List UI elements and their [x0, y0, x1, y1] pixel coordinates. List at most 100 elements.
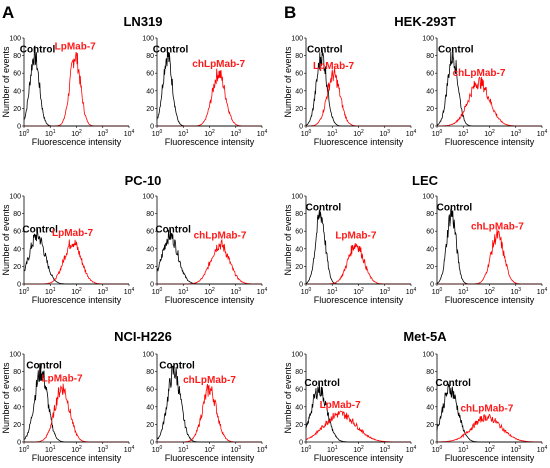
x-tick-label: 102 — [353, 445, 364, 454]
x-tick-label: 103 — [97, 287, 108, 296]
x-tick-label: 101 — [178, 129, 189, 138]
series-label-lpmab-7: LpMab-7 — [55, 42, 97, 53]
series-label-chlpmab-7: chLpMab-7 — [471, 222, 524, 233]
y-tick-label: 40 — [13, 246, 21, 253]
x-axis-title: Fluorescence intensity — [32, 453, 122, 463]
series-label-control: Control — [304, 378, 340, 389]
y-tick-label: 80 — [426, 211, 434, 218]
histogram-6: 0 20 40 60 80 100 100 101 102 103 104Fluorescence … — [283, 36, 417, 148]
series-label-control: Control — [20, 45, 56, 56]
y-tick-label: 60 — [146, 71, 154, 78]
x-tick-label: 103 — [97, 129, 108, 138]
y-tick-label: 100 — [142, 36, 154, 43]
x-tick-label: 100 — [152, 129, 163, 138]
y-tick-label: 100 — [9, 36, 21, 43]
histogram-7: 0 20 40 60 80 100 100 101 102 103 104Fluorescence … — [422, 36, 547, 148]
y-tick-label: 20 — [295, 264, 303, 271]
series-label-lpmab-7: LpMab-7 — [42, 373, 84, 384]
x-tick-label: 100 — [432, 287, 443, 296]
histogram-8: 0 20 40 60 80 100 100 101 102 103 104Fluorescence … — [283, 194, 417, 306]
x-axis-title: Fluorescence intensity — [32, 137, 122, 147]
x-axis-title: Fluorescence intensity — [314, 453, 404, 463]
y-tick-label: 20 — [426, 264, 434, 271]
y-tick-label: 100 — [422, 36, 434, 43]
x-tick-label: 101 — [458, 129, 469, 138]
series-line-control — [305, 209, 411, 285]
y-tick-label: 40 — [426, 88, 434, 95]
y-tick-label: 80 — [295, 53, 303, 60]
row-title-pc-10: PC-10 — [125, 173, 162, 188]
y-tick-label: 100 — [422, 352, 434, 359]
series-label-chlpmab-7: chLpMab-7 — [192, 59, 245, 70]
series-label-chlpmab-7: chLpMab-7 — [183, 375, 236, 386]
y-tick-label: 100 — [291, 352, 303, 359]
x-tick-label: 100 — [19, 287, 30, 296]
row-title-hek-293t: HEK-293T — [394, 14, 455, 29]
x-tick-label: 101 — [45, 287, 56, 296]
y-tick-label: 60 — [426, 229, 434, 236]
x-tick-label: 104 — [406, 287, 417, 296]
histogram-3: 0 20 40 60 80 100 100 101 102 103 104Fluorescence … — [142, 194, 267, 306]
histogram-0: 0 20 40 60 80 100 100 101 102 103 104Fluorescence … — [1, 36, 135, 148]
y-tick-label: 80 — [146, 369, 154, 376]
y-tick-label: 40 — [146, 246, 154, 253]
y-tick-label: 40 — [146, 88, 154, 95]
x-tick-label: 103 — [510, 129, 521, 138]
x-tick-label: 103 — [379, 287, 390, 296]
x-axis-title: Fluorescence intensity — [165, 453, 255, 463]
y-tick-label: 80 — [295, 369, 303, 376]
x-tick-label: 103 — [379, 445, 390, 454]
series-label-control: Control — [22, 225, 58, 236]
x-tick-label: 100 — [432, 445, 443, 454]
x-tick-label: 101 — [327, 129, 338, 138]
histogram-1: 0 20 40 60 80 100 100 101 102 103 104Fluorescence … — [142, 36, 267, 148]
x-tick-label: 102 — [204, 287, 215, 296]
series-line-chlpmab-7 — [157, 383, 262, 443]
series-line-chlpmab-7 — [437, 413, 542, 443]
y-tick-label: 20 — [146, 422, 154, 429]
y-tick-label: 20 — [426, 422, 434, 429]
y-tick-label: 0 — [150, 440, 154, 447]
series-label-lpmab-7: LpMab-7 — [320, 400, 362, 411]
x-tick-label: 103 — [230, 445, 241, 454]
y-tick-label: 60 — [426, 387, 434, 394]
x-tick-label: 104 — [124, 129, 135, 138]
x-tick-label: 102 — [484, 129, 495, 138]
y-tick-label: 80 — [13, 211, 21, 218]
y-tick-label: 20 — [295, 106, 303, 113]
y-tick-label: 0 — [150, 282, 154, 289]
y-axis-title: Number of events — [283, 46, 293, 118]
y-axis-title: Number of events — [1, 362, 11, 434]
y-tick-label: 60 — [146, 387, 154, 394]
x-tick-label: 102 — [484, 287, 495, 296]
y-tick-label: 60 — [13, 71, 21, 78]
row-title-nci-h226: NCI-H226 — [114, 329, 172, 344]
x-tick-label: 100 — [301, 129, 312, 138]
series-label-control: Control — [153, 45, 189, 56]
series-line-chlpmab-7 — [157, 238, 262, 285]
y-tick-label: 0 — [430, 124, 434, 131]
x-tick-label: 104 — [257, 287, 268, 296]
x-tick-label: 104 — [537, 445, 548, 454]
y-tick-label: 80 — [295, 211, 303, 218]
histogram-2: 0 20 40 60 80 100 100 101 102 103 104Fluorescence … — [1, 194, 135, 306]
x-tick-label: 102 — [71, 445, 82, 454]
series-label-chlpmab-7: chLpMab-7 — [453, 68, 506, 79]
x-tick-label: 104 — [537, 287, 548, 296]
y-tick-label: 40 — [295, 88, 303, 95]
panel-letter-b: B — [284, 3, 296, 22]
y-tick-label: 60 — [295, 229, 303, 236]
x-axis-title: Fluorescence intensity — [32, 295, 122, 305]
series-label-chlpmab-7: chLpMab-7 — [460, 403, 513, 414]
series-line-chlpmab-7 — [437, 229, 542, 285]
row-title-met-5a: Met-5A — [403, 329, 447, 344]
x-tick-label: 101 — [45, 445, 56, 454]
y-tick-label: 40 — [295, 246, 303, 253]
series-line-lpmab-7 — [24, 383, 129, 443]
y-tick-label: 100 — [9, 194, 21, 201]
x-tick-label: 103 — [510, 287, 521, 296]
y-tick-label: 80 — [13, 369, 21, 376]
series-label-lpmab-7: LpMab-7 — [335, 230, 377, 241]
series-label-control: Control — [159, 361, 195, 372]
